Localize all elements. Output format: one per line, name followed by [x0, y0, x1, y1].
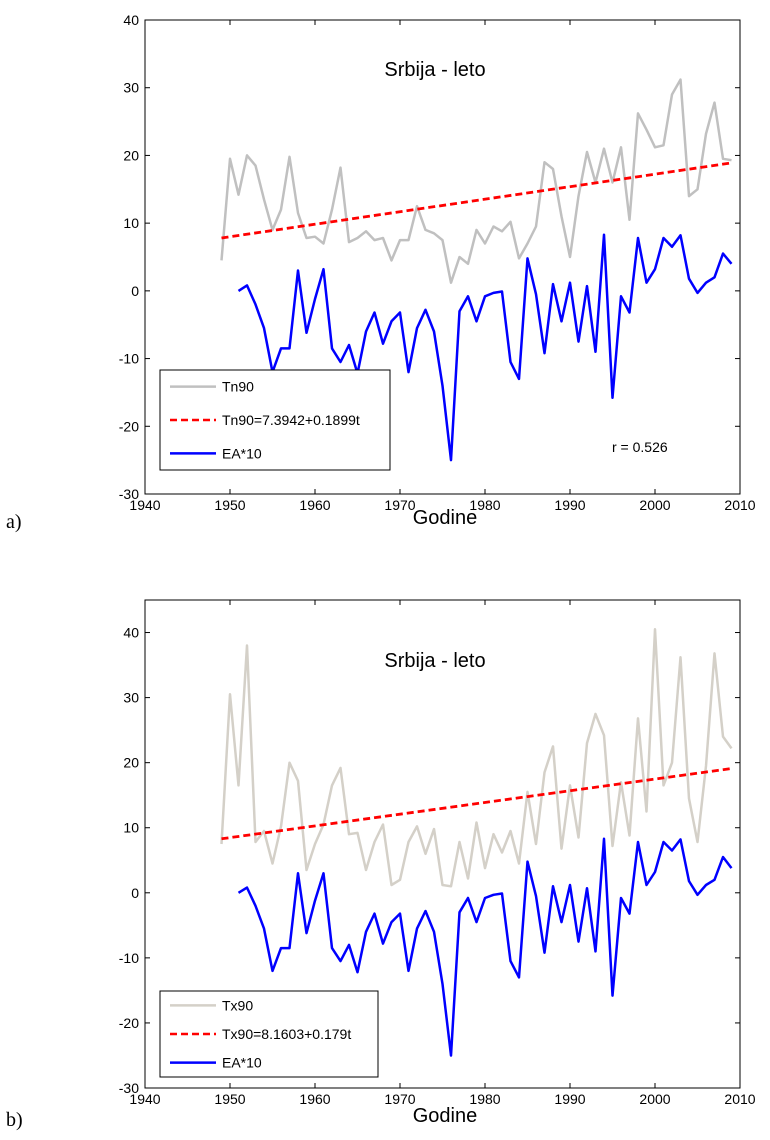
panel-b-ytick-label: -10	[119, 950, 139, 966]
panel-a-ytick-label: -30	[119, 486, 139, 502]
panel-a-axes-box	[144, 19, 741, 495]
panel-a-ytick-label: 20	[123, 147, 139, 163]
panel-a-xtick-label: 2010	[724, 497, 755, 513]
panel-b-legend-label: EA*10	[222, 1055, 262, 1071]
panel-b-ytick-label: 40	[123, 625, 139, 641]
panel-b-xtick-label: 1960	[299, 1091, 330, 1107]
panel-b-xtick-label: 1940	[129, 1091, 160, 1107]
panel-b-xtick-label: 1950	[214, 1091, 245, 1107]
panel-b-ytick-label: 10	[123, 820, 139, 836]
panel-b-legend-label: Tx90	[222, 997, 253, 1013]
panel-b-ea10-line	[237, 837, 733, 1057]
panel-a-xtick-label: 2000	[639, 497, 670, 513]
panel-b-xtick-label: 2010	[724, 1091, 755, 1107]
panel-a-ytick-label: 0	[131, 283, 139, 299]
panel-b-tx90-line	[220, 628, 733, 888]
panel-b-legend-label: Tx90=8.1603+0.179t	[222, 1026, 351, 1042]
panel-b-trend-line	[221, 767, 732, 841]
panel-a-title: Srbija - leto	[384, 59, 485, 81]
panel-a-xtick-label: 1970	[384, 497, 415, 513]
panel-a-ytick-label: 10	[123, 215, 139, 231]
panel-a-xtick-label: 1960	[299, 497, 330, 513]
panel-b-xtick-label: 1970	[384, 1091, 415, 1107]
panel-b-ytick-label: 30	[123, 690, 139, 706]
panel-b-axes-box	[144, 599, 741, 1089]
panel-a-xtick-label: 1950	[214, 497, 245, 513]
panel-a-ytick-label: -10	[119, 351, 139, 367]
panel-a-xtick-label: 1940	[129, 497, 160, 513]
panel-a-xtick-label: 1990	[554, 497, 585, 513]
panel-b-xtick-label: 1990	[554, 1091, 585, 1107]
panel-b-title: Srbija - leto	[384, 650, 485, 672]
panel-b-ytick-label: -30	[119, 1080, 139, 1096]
panel-a-xlabel: Godine	[413, 507, 478, 529]
panel-b-xtick-label: 2000	[639, 1091, 670, 1107]
panel-a-xtick-label: 1980	[469, 497, 500, 513]
panel-b-ytick-label: -20	[119, 1015, 139, 1031]
panel-a-legend-label: Tn90=7.3942+0.1899t	[222, 412, 360, 428]
panel-a-ea10-line	[237, 233, 733, 462]
panel-a-r-annotation: r = 0.526	[612, 439, 668, 455]
panel-b-ytick-label: 0	[131, 885, 139, 901]
panel-a-ytick-label: -20	[119, 418, 139, 434]
panel-a-trend-line	[221, 161, 732, 240]
panel-b-label: b)	[6, 1109, 23, 1131]
panel-a-label: a)	[6, 511, 22, 533]
panel-a-tn90-line	[220, 78, 732, 284]
panel-a-legend-label: EA*10	[222, 445, 262, 461]
panel-a-legend-label: Tn90	[222, 379, 254, 395]
panel-b-xlabel: Godine	[413, 1105, 478, 1127]
panel-a-ytick-label: 40	[123, 12, 139, 28]
panel-b-ytick-label: 20	[123, 755, 139, 771]
panel-a-ytick-label: 30	[123, 80, 139, 96]
panel-b-xtick-label: 1980	[469, 1091, 500, 1107]
